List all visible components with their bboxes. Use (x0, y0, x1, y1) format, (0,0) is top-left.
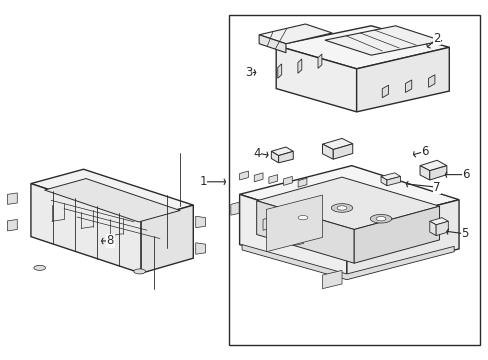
Text: 5: 5 (460, 227, 468, 240)
Polygon shape (283, 176, 292, 185)
Polygon shape (242, 244, 453, 280)
Polygon shape (271, 147, 293, 156)
Polygon shape (278, 151, 293, 163)
Polygon shape (317, 54, 321, 68)
Text: 7: 7 (432, 181, 440, 194)
Polygon shape (298, 178, 306, 187)
Polygon shape (369, 215, 391, 223)
Text: 8: 8 (106, 234, 114, 247)
Polygon shape (336, 206, 346, 210)
Polygon shape (34, 265, 45, 270)
Polygon shape (259, 35, 285, 53)
Polygon shape (7, 220, 17, 231)
Polygon shape (331, 204, 352, 212)
Text: 1: 1 (199, 175, 206, 188)
Text: 6: 6 (420, 145, 428, 158)
Polygon shape (325, 26, 441, 55)
Polygon shape (297, 59, 301, 73)
Text: 3: 3 (244, 66, 252, 79)
Polygon shape (419, 160, 446, 171)
Polygon shape (254, 173, 263, 182)
Polygon shape (346, 200, 458, 279)
Polygon shape (266, 195, 322, 252)
Polygon shape (239, 166, 458, 228)
Polygon shape (263, 217, 271, 230)
Polygon shape (256, 201, 353, 263)
Polygon shape (44, 179, 180, 222)
Polygon shape (239, 194, 346, 279)
Polygon shape (322, 144, 332, 159)
Polygon shape (230, 202, 239, 215)
Bar (228, 15, 479, 345)
Polygon shape (322, 270, 341, 289)
Polygon shape (276, 45, 356, 112)
Polygon shape (380, 176, 386, 186)
Polygon shape (276, 26, 448, 69)
Polygon shape (380, 173, 400, 180)
Polygon shape (268, 175, 277, 184)
Polygon shape (195, 216, 205, 228)
Polygon shape (332, 144, 352, 159)
Polygon shape (271, 151, 278, 163)
Polygon shape (429, 218, 447, 225)
Polygon shape (427, 75, 434, 87)
Polygon shape (292, 213, 313, 222)
Polygon shape (405, 80, 411, 93)
Polygon shape (382, 85, 388, 98)
Polygon shape (195, 243, 205, 254)
Polygon shape (259, 24, 331, 44)
Polygon shape (31, 169, 193, 220)
Polygon shape (419, 166, 429, 180)
Polygon shape (298, 216, 307, 220)
Polygon shape (256, 177, 439, 229)
Polygon shape (386, 176, 400, 186)
Polygon shape (375, 217, 385, 221)
Text: 6: 6 (462, 168, 469, 181)
Polygon shape (277, 64, 281, 78)
Polygon shape (239, 171, 248, 180)
Polygon shape (141, 205, 193, 273)
Polygon shape (134, 269, 145, 274)
Polygon shape (356, 47, 448, 112)
Text: 2: 2 (432, 32, 440, 45)
Text: 4: 4 (252, 147, 260, 159)
Polygon shape (295, 232, 303, 245)
Polygon shape (7, 193, 17, 204)
Polygon shape (353, 206, 439, 263)
Polygon shape (31, 184, 141, 273)
Polygon shape (322, 138, 352, 149)
Polygon shape (429, 221, 435, 235)
Polygon shape (435, 221, 447, 235)
Polygon shape (429, 166, 446, 180)
